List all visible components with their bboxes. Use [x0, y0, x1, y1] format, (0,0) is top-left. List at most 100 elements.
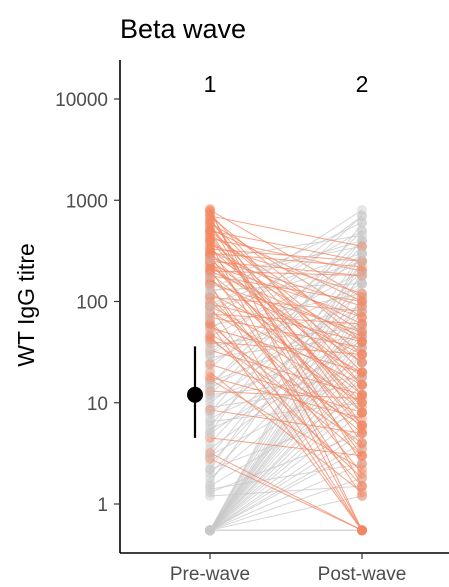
pre-wave-point — [205, 450, 215, 461]
post-wave-point — [357, 306, 367, 317]
pre-wave-point — [205, 275, 215, 286]
post-wave-point — [357, 235, 367, 246]
pre-wave-point — [205, 525, 215, 536]
group-annotation: 1 — [204, 71, 217, 97]
post-wave-point — [357, 331, 367, 342]
pre-wave-point — [205, 525, 215, 536]
pair-line — [209, 215, 363, 247]
pair-line — [209, 275, 363, 302]
pair-line — [209, 323, 363, 457]
pre-wave-point — [205, 309, 215, 320]
pre-wave-point — [205, 525, 215, 536]
post-wave-point — [357, 428, 367, 439]
pair-line — [209, 268, 363, 497]
pre-wave-point — [205, 318, 215, 329]
pair-line — [209, 230, 363, 318]
pre-wave-point — [205, 352, 215, 363]
pair-line — [209, 452, 363, 531]
post-wave-point — [357, 397, 367, 408]
post-wave-point — [357, 301, 367, 312]
post-wave-point — [357, 420, 367, 431]
pre-wave-point — [205, 336, 215, 347]
pre-wave-point — [205, 525, 215, 536]
pair-line — [209, 212, 363, 386]
post-wave-point — [357, 248, 367, 259]
pre-wave-point — [205, 281, 215, 292]
y-tick-label: 10 — [87, 394, 108, 415]
post-wave-point — [357, 256, 367, 267]
post-wave-point — [357, 389, 367, 400]
pre-wave-point — [205, 205, 215, 216]
pre-wave-point — [205, 288, 215, 299]
pre-wave-point — [205, 248, 215, 259]
pair-line — [209, 260, 363, 484]
pre-wave-point — [205, 339, 215, 350]
post-wave-point — [357, 464, 367, 475]
post-wave-point — [357, 301, 367, 312]
post-wave-point — [357, 407, 367, 418]
pre-wave-point — [205, 278, 215, 289]
pair-line — [209, 305, 363, 531]
pre-wave-point — [205, 525, 215, 536]
y-tick-label: 1000 — [66, 191, 108, 212]
pair-line — [209, 260, 363, 430]
summary-median-point — [187, 386, 203, 403]
pre-wave-point — [205, 478, 215, 489]
post-wave-point — [357, 256, 367, 267]
pre-wave-point — [205, 235, 215, 246]
post-wave-point — [357, 296, 367, 307]
pre-wave-point — [205, 349, 215, 360]
pre-wave-point — [205, 382, 215, 393]
pre-wave-point — [205, 229, 215, 240]
post-wave-point — [357, 256, 367, 267]
pre-wave-point — [205, 432, 215, 443]
post-wave-point — [357, 473, 367, 484]
post-wave-point — [357, 525, 367, 536]
post-wave-point — [357, 357, 367, 368]
pre-wave-point — [205, 217, 215, 228]
pre-wave-point — [205, 481, 215, 492]
pre-wave-point — [205, 303, 215, 314]
pair-line — [209, 463, 363, 531]
post-wave-point — [357, 420, 367, 431]
post-wave-point — [357, 331, 367, 342]
pre-wave-point — [205, 453, 215, 464]
post-wave-point — [357, 266, 367, 277]
post-wave-point — [357, 407, 367, 418]
post-wave-point — [357, 420, 367, 431]
post-wave-point — [357, 248, 367, 259]
post-wave-point — [357, 278, 367, 289]
post-wave-point — [357, 458, 367, 469]
pre-wave-point — [205, 389, 215, 400]
post-wave-point — [357, 336, 367, 347]
pre-wave-point — [205, 404, 215, 415]
post-wave-point — [357, 261, 367, 272]
pre-wave-point — [205, 428, 215, 439]
post-wave-point — [357, 349, 367, 360]
post-wave-point — [357, 367, 367, 378]
pre-wave-point — [205, 306, 215, 317]
x-tick-label: Post-wave — [318, 564, 407, 585]
pair-line — [209, 437, 363, 457]
pre-wave-point — [205, 345, 215, 356]
post-wave-point — [357, 389, 367, 400]
pre-wave-point — [205, 221, 215, 232]
post-wave-point — [357, 256, 367, 267]
pre-wave-point — [205, 473, 215, 484]
pre-wave-point — [205, 525, 215, 536]
pre-wave-point — [205, 393, 215, 404]
pre-wave-point — [205, 258, 215, 269]
summary-marker — [187, 346, 203, 438]
pair-line — [209, 240, 363, 288]
post-wave-point — [357, 402, 367, 413]
pre-wave-point — [205, 331, 215, 342]
post-wave-point — [357, 389, 367, 400]
pre-wave-point — [205, 525, 215, 536]
pre-wave-point — [205, 407, 215, 418]
pre-wave-point — [205, 428, 215, 439]
pair-line — [209, 270, 363, 277]
pre-wave-point — [205, 379, 215, 390]
chart-title: Beta wave — [120, 14, 246, 44]
pre-wave-point — [205, 203, 215, 214]
post-wave-point — [357, 371, 367, 382]
